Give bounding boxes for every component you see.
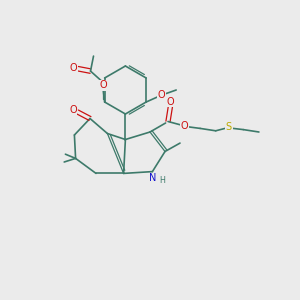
- Text: S: S: [226, 122, 232, 132]
- Text: O: O: [158, 90, 165, 100]
- Text: O: O: [70, 63, 77, 73]
- Text: O: O: [99, 80, 107, 91]
- Text: N: N: [149, 173, 157, 183]
- Text: H: H: [159, 176, 165, 185]
- Text: O: O: [167, 97, 175, 107]
- Text: O: O: [69, 105, 77, 116]
- Text: O: O: [181, 121, 188, 131]
